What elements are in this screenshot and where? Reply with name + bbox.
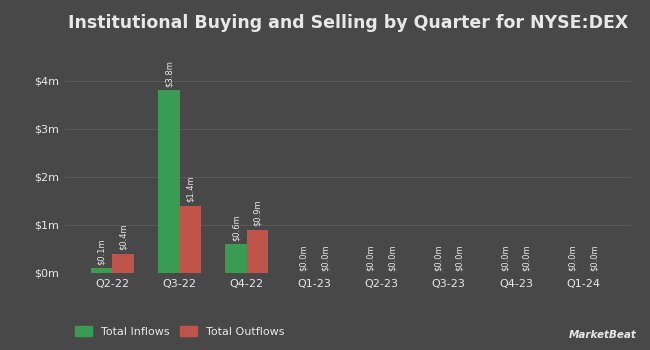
- Text: $0.1m: $0.1m: [97, 238, 106, 265]
- Text: $0.0m: $0.0m: [568, 244, 577, 271]
- Text: $0.0m: $0.0m: [434, 244, 443, 271]
- Bar: [247, 230, 268, 273]
- Legend: Total Inflows, Total Outflows: Total Inflows, Total Outflows: [71, 322, 289, 341]
- Text: $0.0m: $0.0m: [387, 244, 396, 271]
- Text: $0.0m: $0.0m: [522, 244, 531, 271]
- Title: Institutional Buying and Selling by Quarter for NYSE:DEX: Institutional Buying and Selling by Quar…: [68, 14, 628, 32]
- Text: $0.0m: $0.0m: [455, 244, 464, 271]
- Text: $0.4m: $0.4m: [118, 224, 127, 250]
- Bar: [91, 268, 112, 273]
- Text: $0.0m: $0.0m: [590, 244, 599, 271]
- Text: $0.9m: $0.9m: [253, 200, 262, 226]
- Text: $1.4m: $1.4m: [186, 176, 195, 202]
- Text: $0.0m: $0.0m: [366, 244, 375, 271]
- Bar: [112, 254, 134, 273]
- Text: $3.8m: $3.8m: [164, 60, 174, 87]
- Text: $0.0m: $0.0m: [299, 244, 308, 271]
- Bar: [226, 244, 247, 273]
- Text: $0.6m: $0.6m: [231, 214, 240, 241]
- Bar: [158, 90, 179, 273]
- Text: $0.0m: $0.0m: [320, 244, 330, 271]
- Text: $0.0m: $0.0m: [500, 244, 510, 271]
- Bar: [179, 206, 201, 273]
- Text: MarketBeat: MarketBeat: [569, 329, 637, 340]
